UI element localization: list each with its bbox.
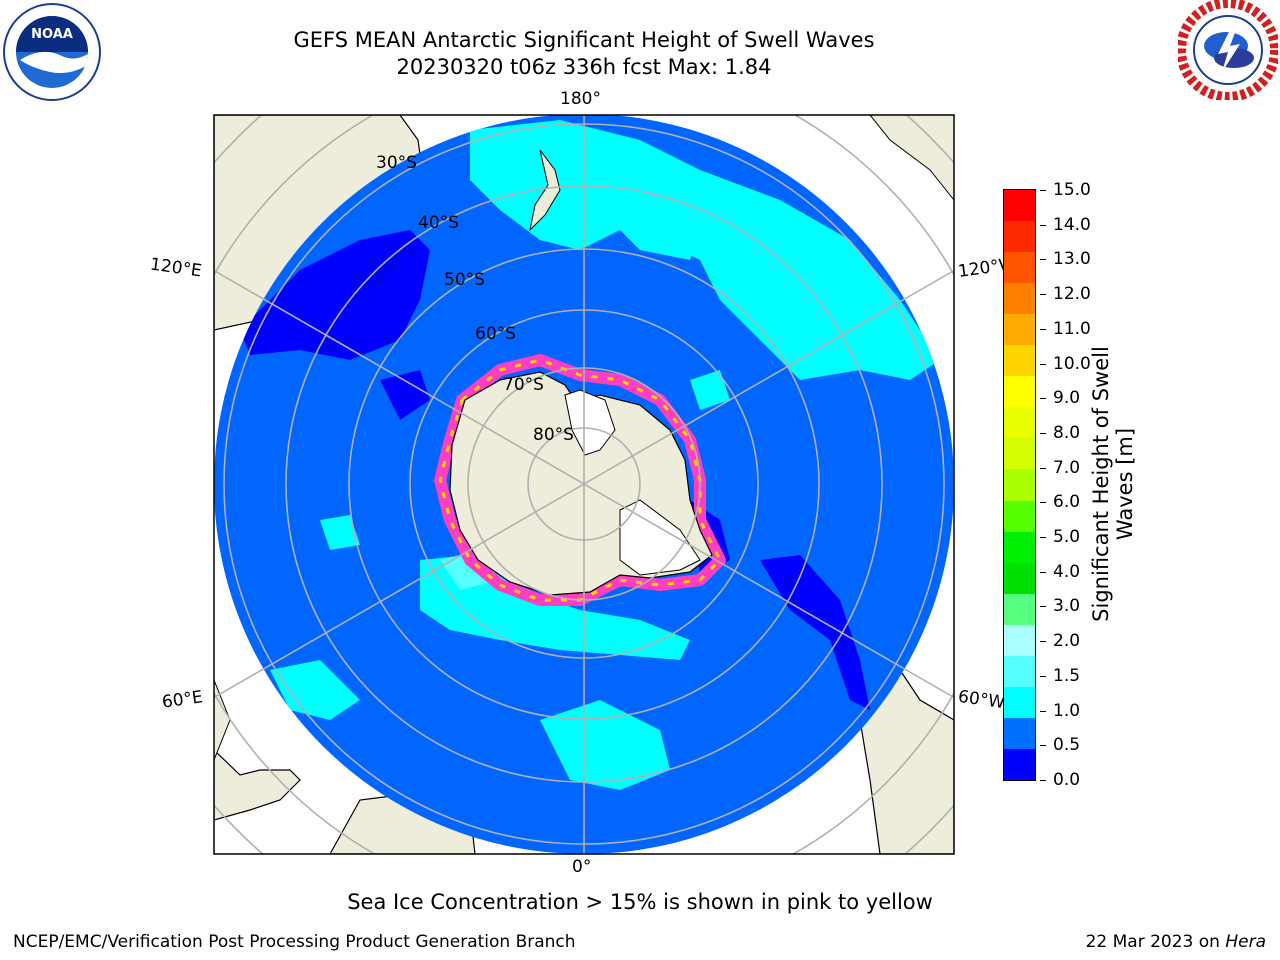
- colorbar-tick-mark: [1040, 328, 1046, 330]
- colorbar-tick-label: 2.0: [1053, 631, 1081, 652]
- lat-label-60s: 60°S: [475, 324, 516, 344]
- lat-label-70s: 70°S: [503, 375, 544, 395]
- colorbar-tick-mark: [1040, 641, 1046, 643]
- colorbar-segment: [1004, 221, 1035, 253]
- colorbar-tick-mark: [1040, 537, 1046, 539]
- colorbar-tick-mark: [1040, 432, 1046, 434]
- colorbar-segment: [1004, 624, 1035, 657]
- colorbar-segment: [1004, 376, 1035, 408]
- lon-label-180: 180°: [560, 89, 601, 109]
- chart-subtitle: 20230320 t06z 336h fcst Max: 1.84: [396, 55, 772, 79]
- colorbar-tick-label: 6.0: [1053, 492, 1081, 513]
- colorbar-segment: [1004, 314, 1035, 346]
- colorbar-segment: [1004, 190, 1035, 222]
- lat-label-40s: 40°S: [418, 213, 459, 233]
- noaa-logo: NOAA: [2, 2, 102, 102]
- colorbar-tick-label: 0.5: [1053, 735, 1081, 756]
- colorbar-tick-mark: [1040, 294, 1046, 296]
- colorbar-tick-label: 11.0: [1053, 318, 1091, 339]
- colorbar-tick-label: 8.0: [1053, 422, 1081, 443]
- colorbar-tick-label: 13.0: [1053, 249, 1091, 270]
- colorbar-tick-label: 9.0: [1053, 388, 1081, 409]
- colorbar-tick-label: 5.0: [1053, 527, 1081, 548]
- colorbar-tick-mark: [1040, 780, 1046, 781]
- colorbar-tick-mark: [1040, 363, 1046, 365]
- colorbar-tick-mark: [1040, 398, 1046, 400]
- map-frame: [213, 114, 955, 855]
- colorbar-segment: [1004, 717, 1035, 750]
- colorbar-tick-label: 14.0: [1053, 214, 1091, 235]
- colorbar-segment: [1004, 407, 1035, 439]
- colorbar-tick-label: 10.0: [1053, 353, 1091, 374]
- colorbar-segment: [1004, 438, 1035, 470]
- colorbar-tick-mark: [1040, 675, 1046, 677]
- colorbar-tick-label: 1.0: [1053, 700, 1081, 721]
- colorbar-segment: [1004, 283, 1035, 315]
- noaa-logo-text: NOAA: [31, 27, 73, 42]
- colorbar-segment: [1004, 469, 1035, 502]
- machine-name: Hera: [1225, 932, 1266, 952]
- colorbar-tick-mark: [1040, 224, 1046, 226]
- sea-ice-ring: [434, 354, 726, 606]
- colorbar-tick-mark: [1040, 259, 1046, 261]
- colorbar-tick-mark: [1040, 502, 1046, 504]
- chart-title: GEFS MEAN Antarctic Significant Height o…: [293, 28, 875, 52]
- colorbar-tick-mark: [1040, 606, 1046, 608]
- sea-ice-note: Sea Ice Concentration > 15% is shown in …: [347, 890, 933, 914]
- lat-label-50s: 50°S: [444, 270, 485, 290]
- colorbar-segment: [1004, 655, 1035, 688]
- swell-patch-pacific: [470, 120, 940, 380]
- colorbar-tick-label: 15.0: [1053, 180, 1091, 200]
- colorbar-segment: [1004, 748, 1035, 781]
- colorbar-tick-mark: [1040, 190, 1046, 191]
- lon-label-0: 0°: [572, 857, 592, 877]
- colorbar-tick-mark: [1040, 571, 1046, 573]
- colorbar-tick-mark: [1040, 710, 1046, 712]
- colorbar-segment: [1004, 500, 1035, 533]
- colorbar-segment: [1004, 562, 1035, 595]
- graticule: [214, 115, 954, 854]
- date-value: 22 Mar 2023 on: [1085, 932, 1226, 952]
- colorbar-tick-label: 0.0: [1053, 770, 1081, 790]
- date-text: 22 Mar 2023 on Hera: [1086, 932, 1266, 952]
- colorbar-tick-label: 4.0: [1053, 561, 1081, 582]
- colorbar-tick-label: 12.0: [1053, 284, 1091, 305]
- colorbar-label: Significant Height of Swell Waves [m]: [1089, 346, 1137, 622]
- colorbar-segment: [1004, 531, 1035, 564]
- land-antarctica: [449, 371, 713, 596]
- colorbar-segment: [1004, 593, 1035, 626]
- colorbar: [1003, 189, 1036, 781]
- low-swell-zone: [240, 230, 430, 360]
- colorbar-tick-label: 1.5: [1053, 665, 1081, 686]
- colorbar-tick-label: 3.0: [1053, 596, 1081, 617]
- credit-text: NCEP/EMC/Verification Post Processing Pr…: [13, 932, 576, 952]
- lat-label-80s: 80°S: [533, 425, 574, 445]
- colorbar-tick-mark: [1040, 467, 1046, 469]
- colorbar-segment: [1004, 345, 1035, 377]
- lat-label-30s: 30°S: [376, 153, 417, 173]
- colorbar-segment: [1004, 686, 1035, 719]
- colorbar-segment: [1004, 252, 1035, 284]
- colorbar-tick-label: 7.0: [1053, 457, 1081, 478]
- nws-logo: [1176, 0, 1280, 102]
- colorbar-tick-mark: [1040, 745, 1046, 747]
